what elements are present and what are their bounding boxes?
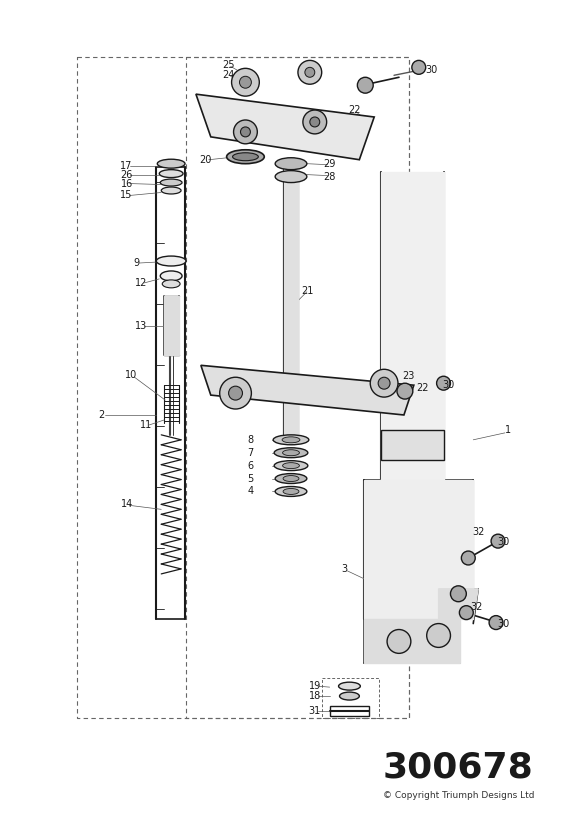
Circle shape — [459, 606, 473, 620]
Ellipse shape — [161, 187, 181, 194]
Ellipse shape — [275, 171, 307, 183]
Polygon shape — [201, 365, 414, 415]
Circle shape — [427, 624, 451, 648]
Ellipse shape — [159, 170, 183, 178]
Ellipse shape — [282, 437, 300, 442]
Circle shape — [491, 534, 505, 548]
Circle shape — [461, 551, 475, 565]
Circle shape — [437, 377, 451, 390]
Ellipse shape — [162, 280, 180, 288]
Ellipse shape — [339, 682, 360, 691]
Polygon shape — [364, 619, 461, 663]
Polygon shape — [381, 171, 444, 658]
Circle shape — [310, 117, 319, 127]
Text: 19: 19 — [308, 681, 321, 691]
Ellipse shape — [339, 692, 359, 700]
Ellipse shape — [227, 150, 264, 164]
Text: 24: 24 — [223, 70, 235, 80]
Text: 2: 2 — [99, 410, 105, 420]
Text: 5: 5 — [247, 474, 254, 484]
Text: 3: 3 — [342, 564, 347, 574]
Ellipse shape — [274, 461, 308, 471]
Text: 29: 29 — [324, 159, 336, 169]
Polygon shape — [438, 589, 478, 619]
Ellipse shape — [156, 256, 186, 266]
Text: 22: 22 — [416, 383, 429, 393]
Polygon shape — [164, 296, 179, 355]
Text: 18: 18 — [308, 691, 321, 701]
Text: 32: 32 — [470, 602, 482, 611]
Circle shape — [378, 377, 390, 389]
Text: 4: 4 — [247, 486, 254, 497]
Text: 12: 12 — [135, 278, 147, 288]
Polygon shape — [364, 480, 473, 619]
Circle shape — [220, 377, 251, 409]
Text: 16: 16 — [121, 179, 133, 189]
Ellipse shape — [275, 486, 307, 496]
Text: 17: 17 — [121, 161, 133, 171]
Ellipse shape — [283, 450, 300, 456]
Ellipse shape — [283, 475, 299, 481]
Circle shape — [451, 586, 466, 602]
Circle shape — [303, 110, 326, 133]
Text: 22: 22 — [348, 105, 361, 115]
Text: 6: 6 — [247, 461, 254, 471]
Ellipse shape — [275, 474, 307, 484]
Text: 26: 26 — [121, 170, 133, 180]
Text: 21: 21 — [301, 286, 314, 296]
Text: 7: 7 — [247, 447, 254, 457]
Circle shape — [412, 60, 426, 74]
Ellipse shape — [283, 462, 300, 469]
Ellipse shape — [157, 159, 185, 168]
Text: 20: 20 — [199, 155, 212, 165]
Circle shape — [305, 68, 315, 77]
Circle shape — [489, 616, 503, 630]
Text: 30: 30 — [442, 380, 455, 391]
Ellipse shape — [233, 152, 258, 161]
Text: 1: 1 — [505, 425, 511, 435]
Bar — [329, 706, 369, 716]
Circle shape — [370, 369, 398, 397]
Circle shape — [397, 383, 413, 399]
Text: © Copyright Triumph Designs Ltd: © Copyright Triumph Designs Ltd — [382, 791, 534, 800]
Text: 30: 30 — [497, 619, 509, 629]
Bar — [381, 430, 444, 460]
Circle shape — [298, 60, 322, 84]
Circle shape — [387, 630, 411, 653]
Text: 9: 9 — [134, 258, 139, 268]
Text: 31: 31 — [308, 706, 321, 716]
Circle shape — [229, 386, 243, 400]
Text: 32: 32 — [472, 527, 484, 537]
Polygon shape — [284, 160, 298, 440]
Ellipse shape — [283, 489, 299, 494]
Text: 23: 23 — [403, 372, 415, 382]
Text: 8: 8 — [247, 435, 254, 445]
Polygon shape — [196, 94, 374, 160]
Circle shape — [231, 68, 259, 96]
Circle shape — [357, 77, 373, 93]
Circle shape — [240, 77, 251, 88]
Text: 30: 30 — [497, 537, 509, 547]
Ellipse shape — [275, 157, 307, 170]
Text: 15: 15 — [121, 190, 133, 200]
Text: 28: 28 — [324, 171, 336, 181]
Text: 25: 25 — [222, 60, 235, 70]
Ellipse shape — [273, 435, 309, 445]
Text: 300678: 300678 — [383, 751, 534, 784]
Text: 11: 11 — [141, 420, 153, 430]
Circle shape — [241, 127, 250, 137]
Ellipse shape — [160, 271, 182, 281]
Text: 13: 13 — [135, 321, 147, 330]
Circle shape — [234, 120, 257, 144]
Text: 30: 30 — [426, 65, 438, 75]
Ellipse shape — [274, 447, 308, 457]
Text: 14: 14 — [121, 499, 133, 509]
Ellipse shape — [160, 179, 182, 186]
Text: 10: 10 — [125, 370, 138, 380]
